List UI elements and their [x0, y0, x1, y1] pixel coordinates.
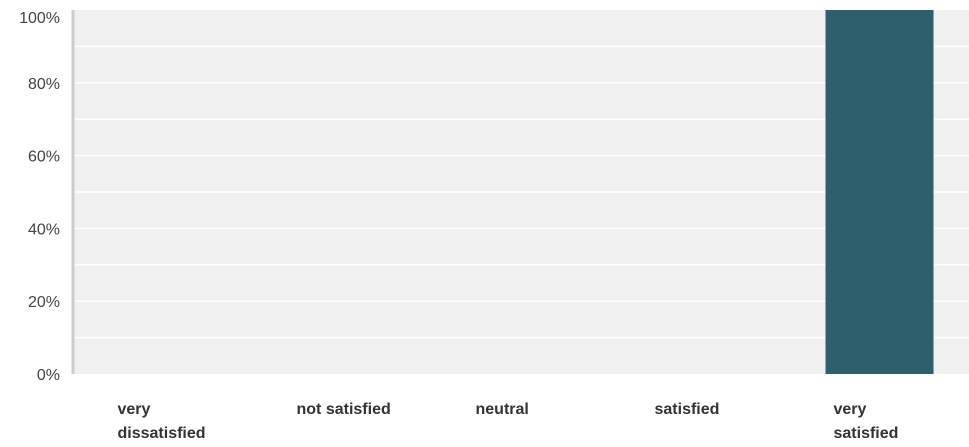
y-axis-ticks: 0% 20% 40% 60% 80% 100% — [19, 10, 60, 384]
gridlines — [74, 45, 969, 339]
x-tick-label: very satisfied — [834, 401, 899, 442]
y-tick-label: 0% — [37, 367, 60, 384]
y-tick-label: 20% — [28, 294, 60, 311]
bar-very-satisfied — [825, 10, 934, 374]
x-tick-label-line: satisfied — [655, 401, 720, 418]
x-tick-label-line: neutral — [476, 401, 529, 418]
x-tick-label-line: very — [834, 401, 867, 418]
bars — [825, 10, 934, 374]
x-tick-label: neutral — [476, 401, 529, 418]
y-tick-label: 40% — [28, 221, 60, 238]
x-tick-label: very dissatisfied — [118, 401, 206, 442]
x-tick-label-line: dissatisfied — [118, 425, 206, 442]
x-axis-ticks: very dissatisfied not satisfied neutral sati… — [118, 401, 899, 442]
x-tick-label: satisfied — [655, 401, 720, 418]
x-tick-label-line: not satisfied — [297, 401, 391, 418]
y-tick-label: 60% — [28, 149, 60, 166]
x-tick-label-line: very — [118, 401, 151, 418]
y-tick-label: 100% — [19, 10, 60, 27]
x-tick-label-line: satisfied — [834, 425, 899, 442]
x-tick-label: not satisfied — [297, 401, 391, 418]
y-tick-label: 80% — [28, 76, 60, 93]
